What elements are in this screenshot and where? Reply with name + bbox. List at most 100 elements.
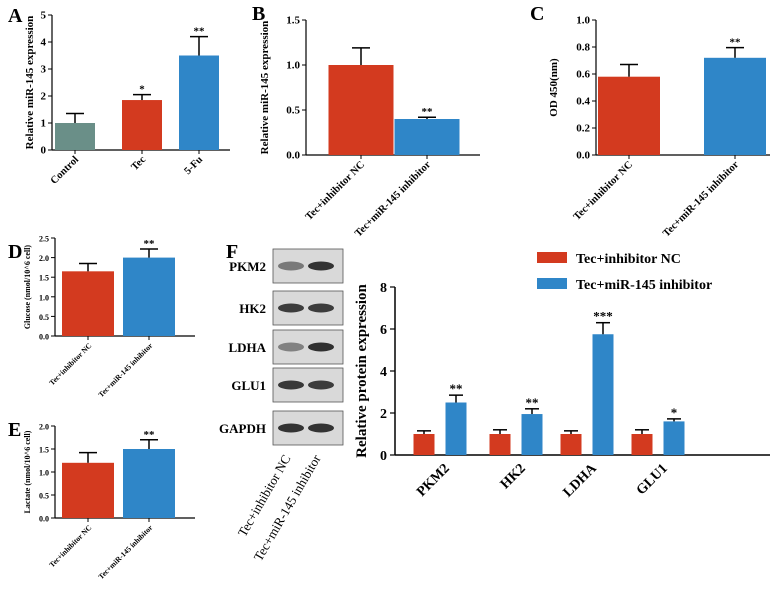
blot-row-label: GLU1 xyxy=(231,378,266,393)
blot-row-label: HK2 xyxy=(239,301,266,316)
y-tick-label: 1 xyxy=(41,118,47,130)
y-tick-label: 0.2 xyxy=(576,123,590,135)
x-tick-label: Tec+miR-145 inhibitor xyxy=(96,341,154,399)
legend-label: Tec+miR-145 inhibitor xyxy=(576,278,712,293)
x-tick-label: Tec+miR-145 inhibitor xyxy=(96,523,154,581)
y-tick-label: 1.5 xyxy=(286,15,300,27)
y-axis-label: Relative protein expression xyxy=(354,284,370,458)
y-tick-label: 2.0 xyxy=(39,254,49,263)
blot-row-label: GAPDH xyxy=(219,421,266,436)
y-tick-label: 0 xyxy=(380,449,387,464)
y-tick-label: 1.0 xyxy=(39,469,49,478)
significance-mark: ** xyxy=(730,37,742,49)
chart-c: 0.0 0.2 0.4 0.6 0.8 1.0 OD 450(nm) Tec+inhibito… xyxy=(548,15,770,239)
x-tick-label: Tec+inhibitor NC xyxy=(572,159,635,222)
bar xyxy=(560,434,582,455)
y-tick-label: 3 xyxy=(41,64,47,76)
significance-mark: ** xyxy=(450,381,463,396)
y-tick-label: 1.0 xyxy=(39,293,49,302)
y-tick-label: 2.0 xyxy=(39,423,49,432)
y-tick-label: 0.8 xyxy=(576,42,590,54)
x-tick-label: LDHA xyxy=(561,461,601,501)
bar xyxy=(592,334,614,455)
y-tick-label: 1.0 xyxy=(576,15,590,27)
y-tick-label: 1.5 xyxy=(39,274,49,283)
legend-swatch xyxy=(537,252,567,263)
bar xyxy=(55,123,95,150)
bar xyxy=(631,434,653,455)
y-axis-label: Relative miR-145 expression xyxy=(24,16,36,150)
y-tick-label: 0.0 xyxy=(39,515,49,524)
significance-mark: ** xyxy=(526,395,539,410)
significance-mark: * xyxy=(139,84,145,96)
bar xyxy=(663,421,685,455)
y-tick-label: 0.6 xyxy=(576,69,590,81)
y-tick-label: 0.0 xyxy=(286,150,300,162)
y-tick-label: 8 xyxy=(380,281,387,296)
x-tick-label: PKM2 xyxy=(414,461,453,500)
legend: Tec+inhibitor NC Tec+miR-145 inhibitor xyxy=(537,252,712,293)
panel-label-f: F xyxy=(226,241,238,263)
bar xyxy=(123,449,175,518)
panel-label-a: A xyxy=(8,5,23,27)
y-tick-label: 2.5 xyxy=(39,235,49,244)
chart-b: 0.0 0.5 1.0 1.5 Relative miR-145 expression T… xyxy=(259,15,480,239)
significance-mark: ** xyxy=(422,106,434,118)
significance-mark: * xyxy=(671,405,678,420)
chart-a: 0 1 2 3 4 5 Relative miR-145 expression Control… xyxy=(24,10,230,187)
y-tick-label: 0.0 xyxy=(39,333,49,342)
legend-swatch xyxy=(537,278,567,289)
bar xyxy=(122,100,162,150)
panel-label-c: C xyxy=(530,3,544,25)
bar xyxy=(62,271,114,336)
x-tick-label: Tec+miR-145 inhibitor xyxy=(661,159,741,239)
blot-band xyxy=(308,380,334,390)
blot-band xyxy=(308,342,334,352)
y-tick-label: 0 xyxy=(41,145,47,157)
panel-label-b: B xyxy=(252,3,265,25)
blot-row-label: LDHA xyxy=(228,340,266,355)
y-tick-label: 0.5 xyxy=(39,492,49,501)
y-tick-label: 0.5 xyxy=(39,313,49,322)
blot-band xyxy=(278,261,304,271)
bar xyxy=(598,76,660,155)
y-tick-label: 2 xyxy=(41,91,47,103)
x-tick-label: Control xyxy=(49,154,81,186)
panel-label-d: D xyxy=(8,241,22,263)
x-tick-label: Tec+inhibitor NC xyxy=(47,341,93,387)
chart-e: 0.0 0.5 1.0 1.5 2.0 Lactate (nmol/10^6 cell) T… xyxy=(23,423,195,581)
y-tick-label: 0.5 xyxy=(286,105,300,117)
bar xyxy=(123,257,175,336)
y-tick-label: 4 xyxy=(41,37,47,49)
x-tick-label: Tec+miR-145 inhibitor xyxy=(353,159,433,239)
x-tick-label: Tec+inhibitor NC xyxy=(304,159,367,222)
y-tick-label: 1.0 xyxy=(286,60,300,72)
y-tick-label: 2 xyxy=(380,407,387,422)
bar xyxy=(179,55,219,150)
significance-mark: ** xyxy=(144,238,156,250)
legend-label: Tec+inhibitor NC xyxy=(576,252,681,267)
blot-band xyxy=(308,303,334,313)
bar xyxy=(394,119,460,155)
y-axis-label: Lactate (nmol/10^6 cell) xyxy=(23,430,32,513)
significance-mark: ** xyxy=(144,429,156,441)
blot-band xyxy=(308,423,334,433)
x-tick-label: 5-Fu xyxy=(182,154,205,177)
x-tick-label: HK2 xyxy=(498,461,529,492)
y-tick-label: 1.5 xyxy=(39,446,49,455)
y-axis-label: Relative miR-145 expression xyxy=(259,21,271,155)
blot-band xyxy=(278,423,304,433)
bar xyxy=(445,402,467,455)
significance-mark: *** xyxy=(593,309,613,324)
x-tick-label: GLU1 xyxy=(634,461,671,498)
significance-mark: ** xyxy=(194,26,206,38)
y-tick-label: 4 xyxy=(380,365,387,380)
y-axis-label: OD 450(nm) xyxy=(548,58,560,117)
chart-d: 0.0 0.5 1.0 1.5 2.0 2.5 Glucose (nmol/10^6 cel… xyxy=(23,235,195,399)
blot-band xyxy=(308,261,334,271)
y-tick-label: 5 xyxy=(41,10,47,22)
x-tick-label: Tec xyxy=(129,154,148,173)
